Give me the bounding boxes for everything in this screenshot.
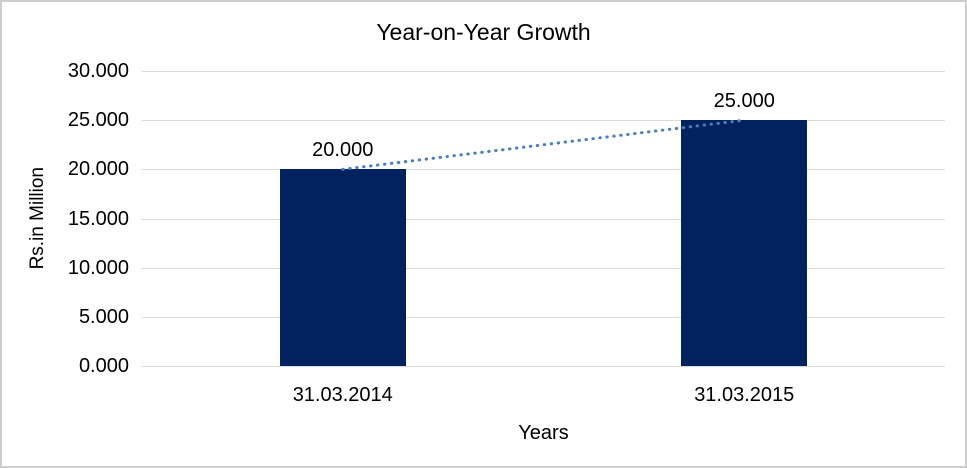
bar	[279, 169, 406, 366]
x-category-label: 31.03.2015	[694, 384, 795, 406]
bar	[681, 120, 808, 366]
y-tick-label: 25.000	[67, 109, 129, 132]
gridline	[142, 267, 945, 269]
chart-title: Year-on-Year Growth	[376, 19, 591, 45]
y-tick-label: 20.000	[67, 158, 129, 181]
y-tick-label: 15.000	[67, 207, 129, 230]
y-tick-label: 0.000	[78, 355, 129, 377]
gridline	[142, 366, 945, 367]
gridline	[142, 120, 945, 122]
y-tick-label: 10.000	[67, 256, 129, 279]
y-tick-label: 5.000	[78, 305, 129, 328]
y-axis-tick-labels: 0.000 5.000 10.000 15.000 20.000 25.000 30.000	[2, 60, 129, 377]
bar-value-label: 25.000	[713, 90, 775, 113]
y-tick-label: 30.000	[67, 60, 129, 82]
gridline	[142, 71, 945, 72]
plot-area: 20.000 25.000	[142, 71, 945, 367]
bar-value-label: 20.000	[312, 139, 374, 162]
gridline	[142, 218, 945, 220]
x-axis-title: Years	[518, 422, 569, 444]
x-axis-category-labels: 31.03.2014 31.03.2015	[142, 383, 945, 409]
gridline	[142, 316, 945, 318]
x-category-label: 31.03.2014	[292, 384, 393, 406]
gridline	[142, 169, 945, 171]
